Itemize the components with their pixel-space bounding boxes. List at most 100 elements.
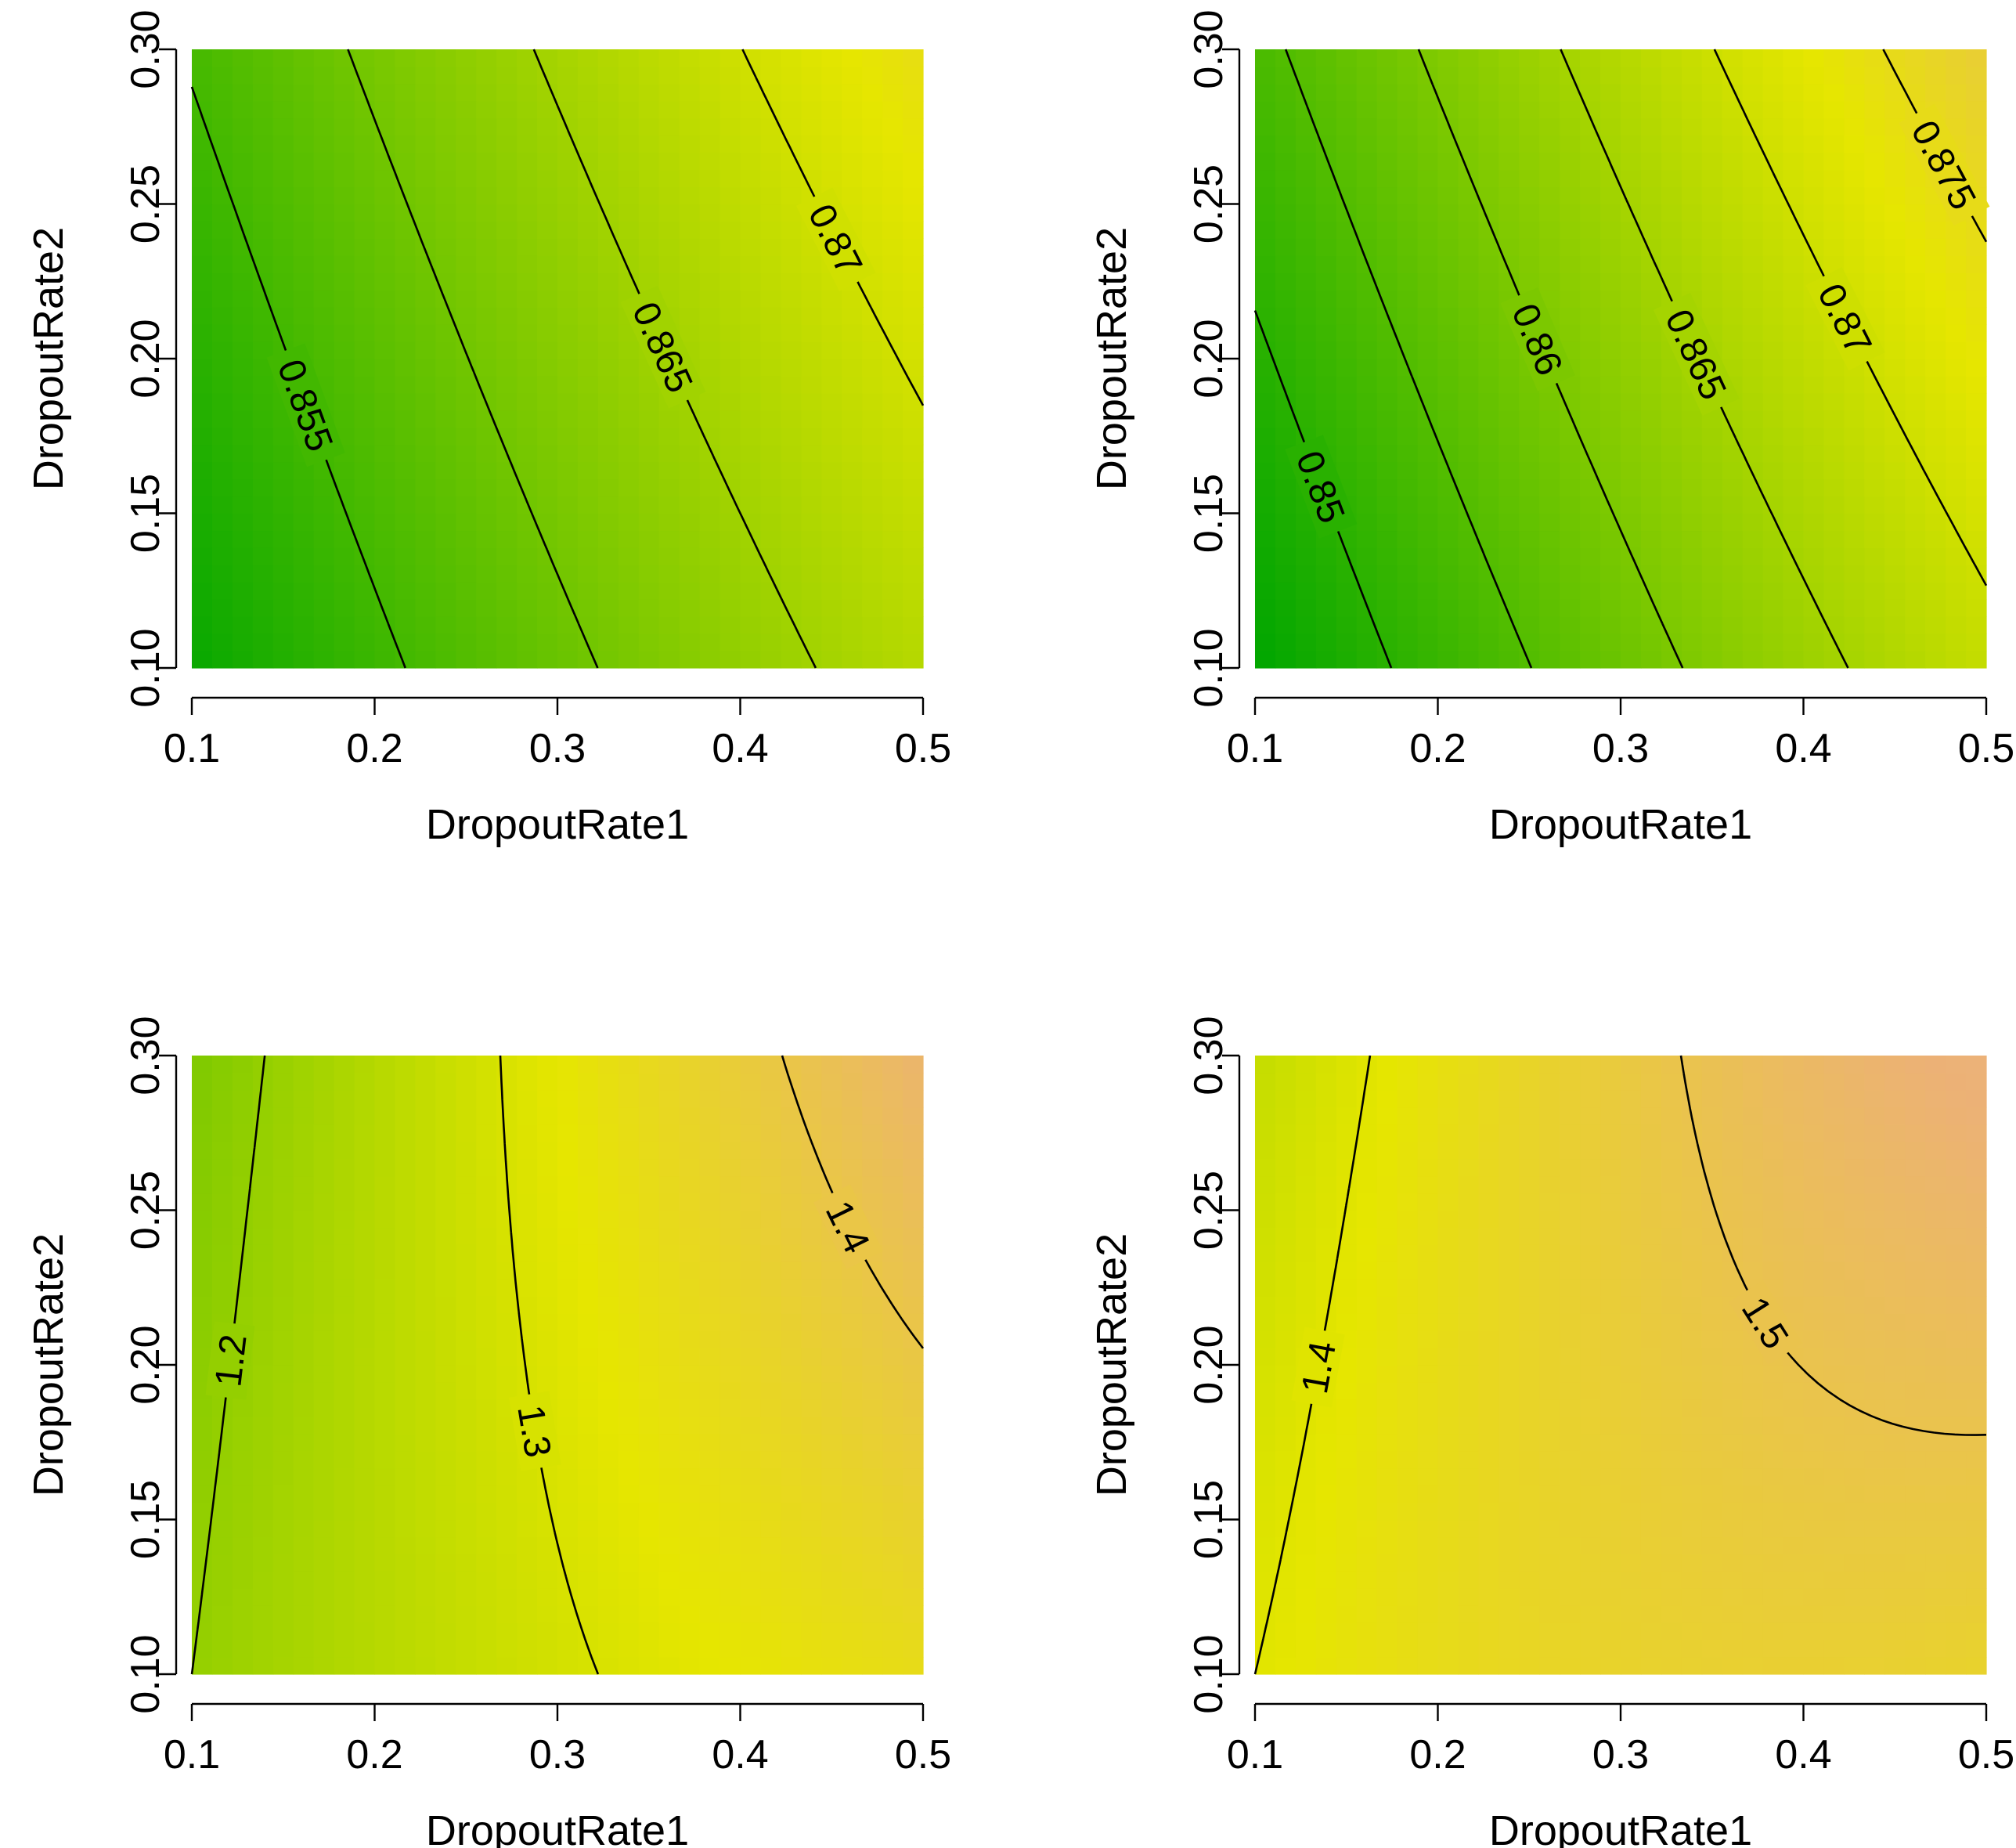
heatmap-cell (232, 1227, 254, 1245)
heatmap-cell (1621, 582, 1642, 600)
heatmap-cell (192, 1502, 213, 1521)
panel-3: 1.21.31.4 0.1 0.2 0.3 0.4 0.5 0.10 0.15 … (25, 1016, 951, 1848)
heatmap-cell (679, 513, 701, 532)
heatmap-cell (1255, 1141, 1276, 1160)
heatmap-cell (1580, 204, 1601, 222)
heatmap-cell (577, 1210, 599, 1229)
heatmap-cell (1255, 1536, 1276, 1554)
heatmap-cell (211, 1605, 233, 1623)
heatmap-cell (1600, 66, 1621, 85)
heatmap-cell (1315, 66, 1337, 85)
heatmap-cell (395, 290, 416, 308)
heatmap-cell (638, 100, 660, 119)
heatmap-cell (232, 1416, 254, 1435)
heatmap-cell (781, 1554, 802, 1572)
heatmap-cell (1275, 461, 1297, 480)
heatmap-cell (781, 1244, 802, 1262)
heatmap-cell (1783, 1193, 1805, 1211)
heatmap-cell (1762, 1210, 1784, 1229)
heatmap-cell (1478, 1588, 1499, 1606)
heatmap-cell (395, 547, 416, 565)
heatmap-cell (1437, 359, 1459, 377)
heatmap-cell (719, 49, 741, 67)
heatmap-cell (679, 1622, 701, 1640)
heatmap-cell (1640, 1141, 1662, 1160)
heatmap-cell (537, 186, 558, 205)
heatmap-cell (1966, 513, 1987, 532)
heatmap-cell (1621, 478, 1642, 497)
heatmap-cell (1762, 1588, 1784, 1606)
heatmap-cell (658, 1089, 680, 1108)
heatmap-cell (1519, 461, 1540, 480)
heatmap-cell (435, 1141, 456, 1160)
heatmap-cell (577, 1536, 599, 1554)
heatmap-cell (1336, 582, 1358, 600)
heatmap-cell (334, 582, 355, 600)
heatmap-cell (1701, 1141, 1723, 1160)
heatmap-cell (740, 1158, 762, 1177)
panel-2-x-tick-label: 0.5 (1958, 726, 2014, 771)
heatmap-cell (1803, 1536, 1825, 1554)
heatmap-cell (801, 255, 822, 273)
heatmap-cell (1295, 1244, 1317, 1262)
heatmap-cell (313, 1279, 335, 1297)
heatmap-cell (801, 1296, 822, 1314)
heatmap-cell (476, 1399, 497, 1417)
heatmap-cell (699, 582, 721, 600)
heatmap-cell (1275, 290, 1297, 308)
heatmap-cell (801, 547, 822, 565)
heatmap-cell (557, 1158, 579, 1177)
heatmap-cell (1640, 1106, 1662, 1125)
heatmap-cell (882, 565, 903, 583)
heatmap-cell (374, 66, 396, 85)
heatmap-cell (740, 478, 762, 497)
heatmap-cell (354, 410, 376, 428)
heatmap-cell (1295, 1640, 1317, 1658)
heatmap-cell (842, 1056, 863, 1074)
heatmap-cell (882, 307, 903, 325)
heatmap-cell (435, 633, 456, 651)
heatmap-cell (658, 1536, 680, 1554)
heatmap-cell (1722, 1089, 1744, 1108)
heatmap-cell (1742, 1261, 1764, 1280)
heatmap-cell (1336, 1089, 1358, 1108)
heatmap-cell (252, 1244, 274, 1262)
heatmap-cell (1640, 530, 1662, 548)
heatmap-cell (1397, 1381, 1419, 1400)
heatmap-cell (517, 117, 538, 136)
heatmap-cell (1661, 513, 1682, 532)
heatmap-cell (658, 1502, 680, 1521)
heatmap-cell (1925, 290, 1946, 308)
heatmap-cell (1417, 1313, 1439, 1331)
heatmap-cell (1356, 135, 1378, 153)
heatmap-cell (760, 1467, 781, 1486)
heatmap-cell (821, 1485, 842, 1503)
heatmap-cell (1742, 1536, 1764, 1554)
heatmap-cell (415, 1485, 436, 1503)
heatmap-cell (903, 238, 924, 256)
heatmap-cell (1681, 1261, 1703, 1280)
heatmap-cell (272, 255, 294, 273)
heatmap-cell (1742, 1348, 1764, 1366)
heatmap-cell (1519, 1399, 1540, 1417)
heatmap-cell (1661, 375, 1682, 394)
heatmap-cell (496, 1605, 518, 1623)
heatmap-cell (597, 341, 619, 359)
heatmap-cell (1275, 427, 1297, 446)
heatmap-cell (821, 341, 842, 359)
heatmap-cell (415, 616, 436, 634)
heatmap-cell (252, 307, 274, 325)
heatmap-cell (1803, 651, 1825, 669)
heatmap-cell (1681, 1519, 1703, 1538)
heatmap-cell (1560, 1261, 1581, 1280)
heatmap-cell (1823, 651, 1845, 669)
heatmap-cell (374, 651, 396, 669)
heatmap-cell (1661, 478, 1682, 497)
heatmap-cell (1621, 1261, 1642, 1280)
heatmap-cell (1255, 255, 1276, 273)
heatmap-cell (1823, 359, 1845, 377)
heatmap-cell (1539, 1210, 1560, 1229)
heatmap-cell (395, 530, 416, 548)
heatmap-cell (638, 1296, 660, 1314)
heatmap-cell (1498, 1056, 1520, 1074)
